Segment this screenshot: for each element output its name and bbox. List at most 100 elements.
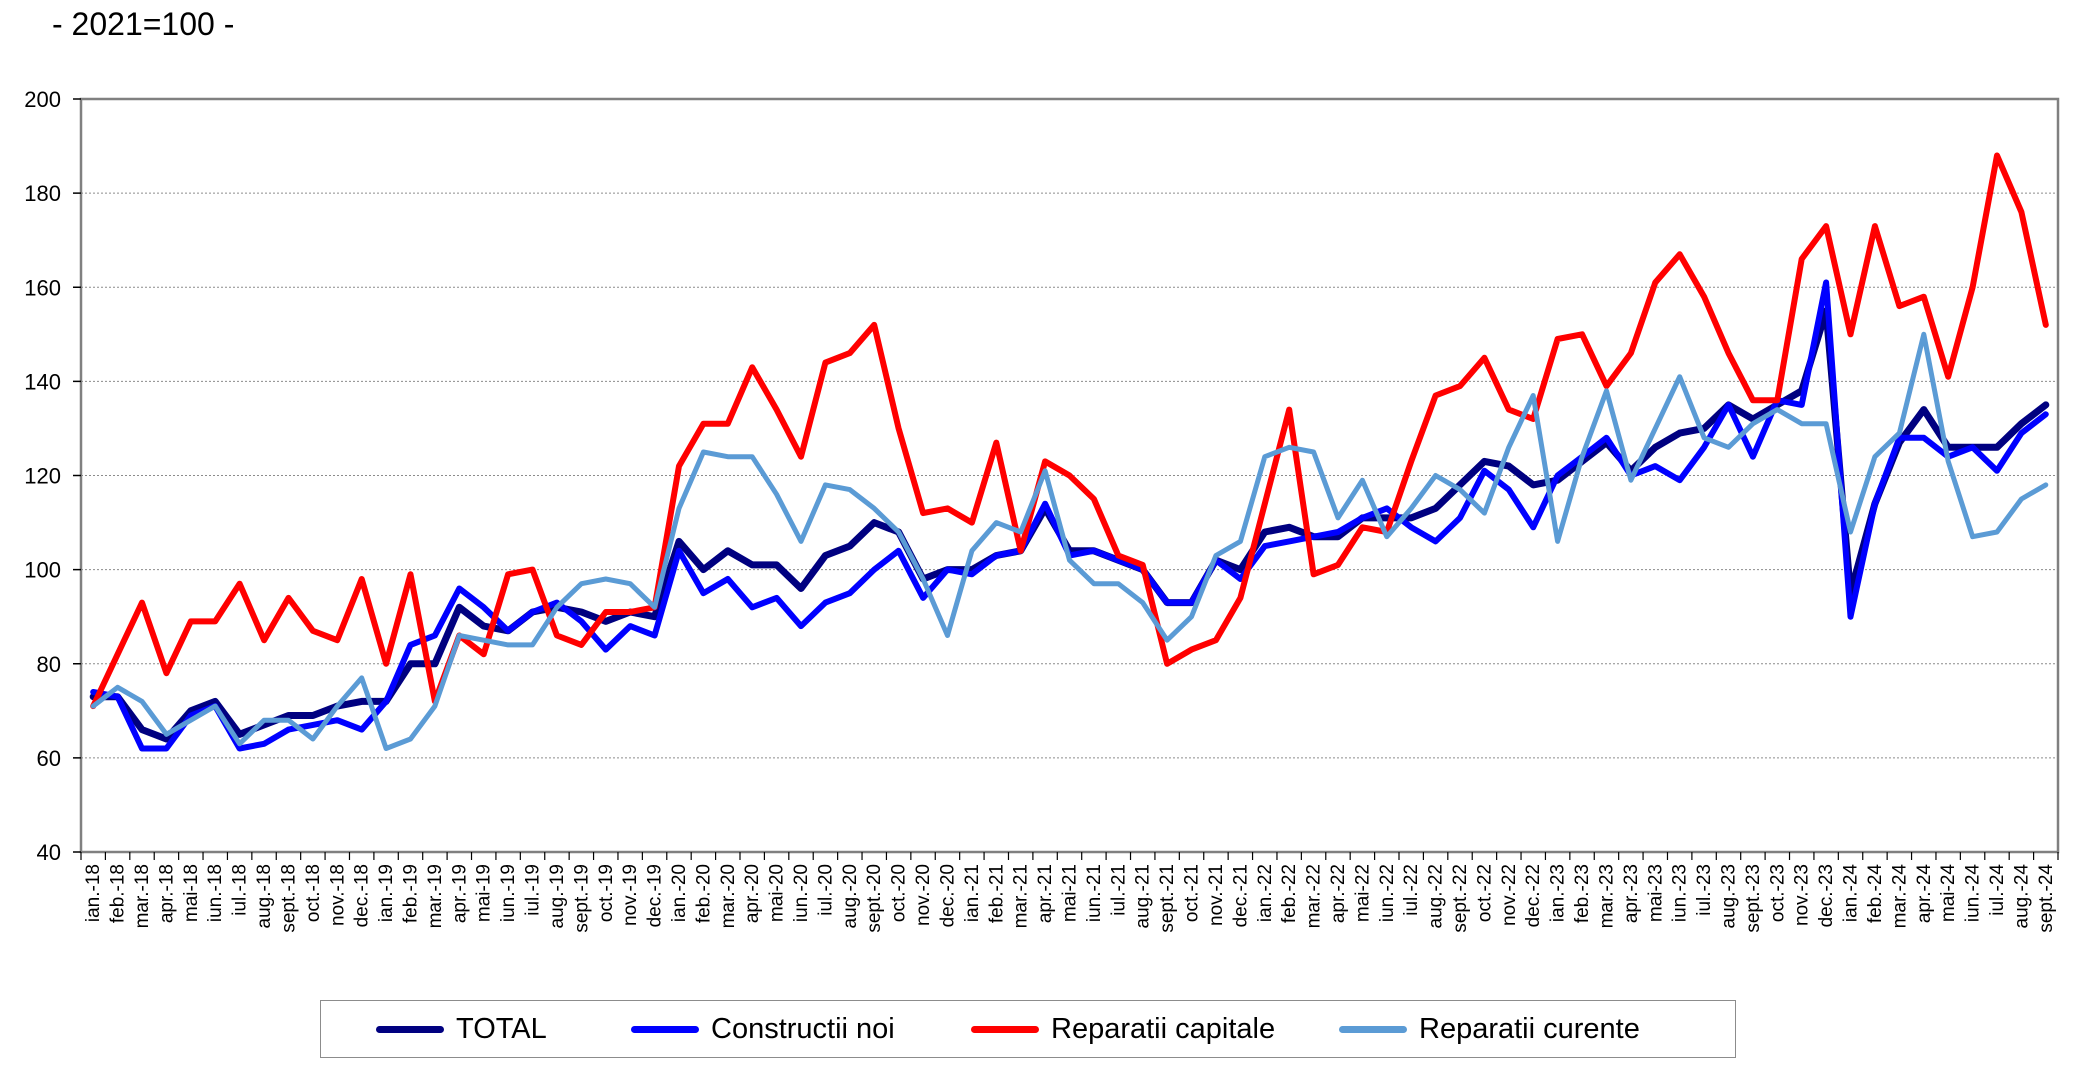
x-tick-label: oct.-23 — [1767, 864, 1788, 922]
legend-label-reparatii-curente: Reparatii curente — [1419, 1012, 1640, 1045]
x-tick-label: iul.-23 — [1694, 864, 1715, 916]
x-tick-label: nov.-23 — [1792, 864, 1813, 926]
x-tick-label: iul.-24 — [1987, 864, 2008, 916]
x-tick-label: aug.-18 — [254, 864, 275, 928]
x-tick-label: mai-20 — [767, 864, 788, 922]
x-tick-label: dec.-20 — [937, 864, 958, 927]
legend: TOTAL Constructii noi Reparatii capitale… — [320, 1000, 1736, 1058]
x-tick-label: sept.-24 — [2036, 864, 2057, 933]
x-tick-label: ian.-23 — [1548, 864, 1569, 922]
x-tick-label: feb.-19 — [401, 864, 422, 923]
x-tick-label: dec.-19 — [645, 864, 666, 927]
x-tick-label: mar.-19 — [425, 864, 446, 928]
x-tick-label: mai-22 — [1352, 864, 1373, 922]
x-tick-label: iul.-22 — [1401, 864, 1422, 916]
y-tick-label: 160 — [24, 275, 61, 300]
x-tick-label: apr.-18 — [156, 864, 177, 923]
x-tick-label: aug.-24 — [2011, 864, 2032, 929]
legend-label-constructii-noi: Constructii noi — [711, 1012, 895, 1045]
x-tick-label: apr.-22 — [1328, 864, 1349, 923]
x-tick-label: mar.-21 — [1011, 864, 1032, 928]
series-line-constructii-noi — [90, 279, 2049, 752]
x-tick-label: aug.-20 — [840, 864, 861, 928]
x-tick-label: ian.-21 — [962, 864, 983, 922]
x-tick-label: apr.-21 — [1035, 864, 1056, 923]
x-tick-label: oct.-18 — [303, 864, 324, 922]
x-tick-label: oct.-19 — [596, 864, 617, 922]
series-line-reparatii-curente — [90, 331, 2049, 751]
x-tick-label: sept.-18 — [278, 864, 299, 933]
legend-label-reparatii-capitale: Reparatii capitale — [1051, 1012, 1276, 1045]
x-tick-label: nov.-20 — [913, 864, 934, 926]
x-tick-label: iul.-19 — [523, 864, 544, 916]
x-tick-label: ian.-22 — [1255, 864, 1276, 922]
y-tick-label: 200 — [24, 87, 61, 112]
x-tick-label: ian.-20 — [669, 864, 690, 922]
chart-subtitle: - 2021=100 - — [52, 6, 235, 42]
legend-label-total: TOTAL — [456, 1012, 547, 1045]
y-tick-label: 80 — [37, 652, 61, 677]
x-tick-label: iun.-23 — [1670, 864, 1691, 922]
x-tick-label: mai-24 — [1938, 864, 1959, 923]
y-tick-label: 140 — [24, 369, 61, 394]
x-tick-label: mai-23 — [1645, 864, 1666, 922]
x-tick-label: dec.-23 — [1816, 864, 1837, 927]
x-tick-label: apr.-24 — [1914, 864, 1935, 924]
series-lines — [89, 152, 2050, 752]
x-tick-label: mai-21 — [1060, 864, 1081, 922]
x-tick-label: nov.-19 — [620, 864, 641, 926]
x-tick-label: feb.-20 — [693, 864, 714, 923]
y-tick-label: 60 — [37, 746, 61, 771]
x-tick-label: feb.-22 — [1279, 864, 1300, 923]
legend-item-constructii-noi: Constructii noi — [631, 1001, 895, 1057]
x-tick-label: ian.-24 — [1841, 864, 1862, 923]
x-tick-label: mai-18 — [181, 864, 202, 922]
x-tick-label: iul.-21 — [1108, 864, 1129, 916]
legend-swatch-reparatii-curente — [1339, 1025, 1407, 1033]
y-tick-label: 40 — [37, 840, 61, 865]
x-tick-label: mar.-20 — [718, 864, 739, 928]
x-tick-label: apr.-20 — [742, 864, 763, 923]
legend-item-reparatii-curente: Reparatii curente — [1339, 1001, 1640, 1057]
x-tick-label: iun.-24 — [1963, 864, 1984, 923]
x-tick-label: aug.-19 — [547, 864, 568, 928]
x-tick-label: sept.-20 — [864, 864, 885, 933]
legend-swatch-reparatii-capitale — [971, 1025, 1039, 1033]
x-tick-label: apr.-19 — [449, 864, 470, 923]
x-tick-label: oct.-22 — [1474, 864, 1495, 922]
legend-item-reparatii-capitale: Reparatii capitale — [971, 1001, 1275, 1057]
x-tick-label: sept.-22 — [1450, 864, 1471, 933]
x-tick-label: mar.-23 — [1596, 864, 1617, 928]
x-tick-label: apr.-23 — [1621, 864, 1642, 923]
x-tick-label: nov.-21 — [1206, 864, 1227, 926]
x-tick-label: mar.-24 — [1889, 864, 1910, 929]
x-tick-label: nov.-22 — [1499, 864, 1520, 926]
x-tick-label: feb.-21 — [986, 864, 1007, 923]
x-tick-label: ian.-18 — [83, 864, 104, 922]
x-tick-label: iul.-18 — [230, 864, 251, 916]
y-tick-label: 120 — [24, 464, 61, 489]
x-tick-label: sept.-21 — [1157, 864, 1178, 933]
x-tick-label: feb.-18 — [108, 864, 129, 923]
x-tick-label: aug.-22 — [1426, 864, 1447, 928]
x-tick-label: oct.-21 — [1182, 864, 1203, 922]
x-tick-label: iul.-20 — [815, 864, 836, 916]
y-tick-label: 180 — [24, 181, 61, 206]
x-tick-label: dec.-18 — [352, 864, 373, 927]
legend-swatch-constructii-noi — [631, 1025, 699, 1033]
x-tick-label: iun.-18 — [205, 864, 226, 922]
x-axis: ian.-18 feb.-18 mar.-18 apr.-18 mai-18 iun.-1… — [80, 852, 2059, 933]
x-tick-label: oct.-20 — [889, 864, 910, 922]
x-tick-label: ian.-19 — [376, 864, 397, 922]
x-tick-label: mar.-18 — [132, 864, 153, 928]
x-tick-label: feb.-23 — [1572, 864, 1593, 923]
x-tick-label: sept.-19 — [571, 864, 592, 933]
series-line-total — [89, 307, 2050, 743]
x-tick-label: aug.-23 — [1719, 864, 1740, 928]
x-tick-label: mai-19 — [474, 864, 495, 922]
y-axis: 40 60 80 100 120 140 160 180 200 — [24, 87, 81, 865]
x-tick-label: iun.-21 — [1084, 864, 1105, 922]
x-tick-label: iun.-19 — [498, 864, 519, 922]
x-tick-label: mar.-22 — [1304, 864, 1325, 928]
